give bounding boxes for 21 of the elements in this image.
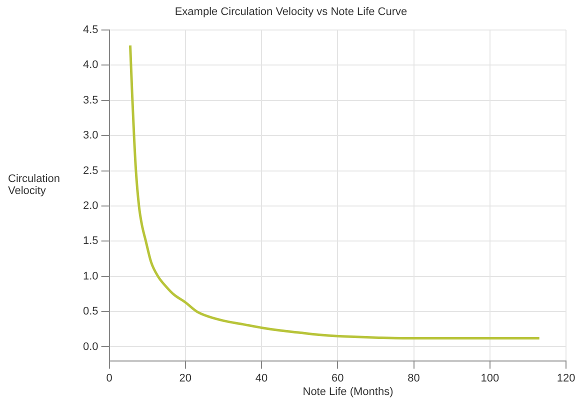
x-axis-title: Note Life (Months) xyxy=(302,386,394,398)
y-tick-label: 0.0 xyxy=(82,340,98,353)
line-series xyxy=(128,44,541,340)
chart-title: Example Circulation Velocity vs Note Life Curve xyxy=(174,6,408,18)
y-tick-label: 1.5 xyxy=(82,235,98,248)
y-tick-label: 3.0 xyxy=(82,130,98,142)
y-tick-label: 0.5 xyxy=(82,306,98,318)
y-tick-label: 3.5 xyxy=(82,94,98,106)
x-tick-label: 100 xyxy=(480,372,500,384)
y-tick-label: 4.0 xyxy=(82,59,98,72)
x-tick-label: 120 xyxy=(556,372,576,384)
y-tick-label: 2.0 xyxy=(82,200,98,212)
y-axis-title: Circulation Velocity xyxy=(8,173,61,197)
x-tick-label: 0 xyxy=(106,372,112,384)
y-tick-label: 1.0 xyxy=(82,270,98,282)
y-tick-label: 2.5 xyxy=(82,164,98,177)
x-tick-label: 80 xyxy=(408,372,420,384)
x-tick-label: 40 xyxy=(255,372,268,384)
y-tick-label: 4.5 xyxy=(82,24,98,36)
x-tick-label: 60 xyxy=(332,372,344,384)
x-tick-label: 20 xyxy=(179,372,192,384)
